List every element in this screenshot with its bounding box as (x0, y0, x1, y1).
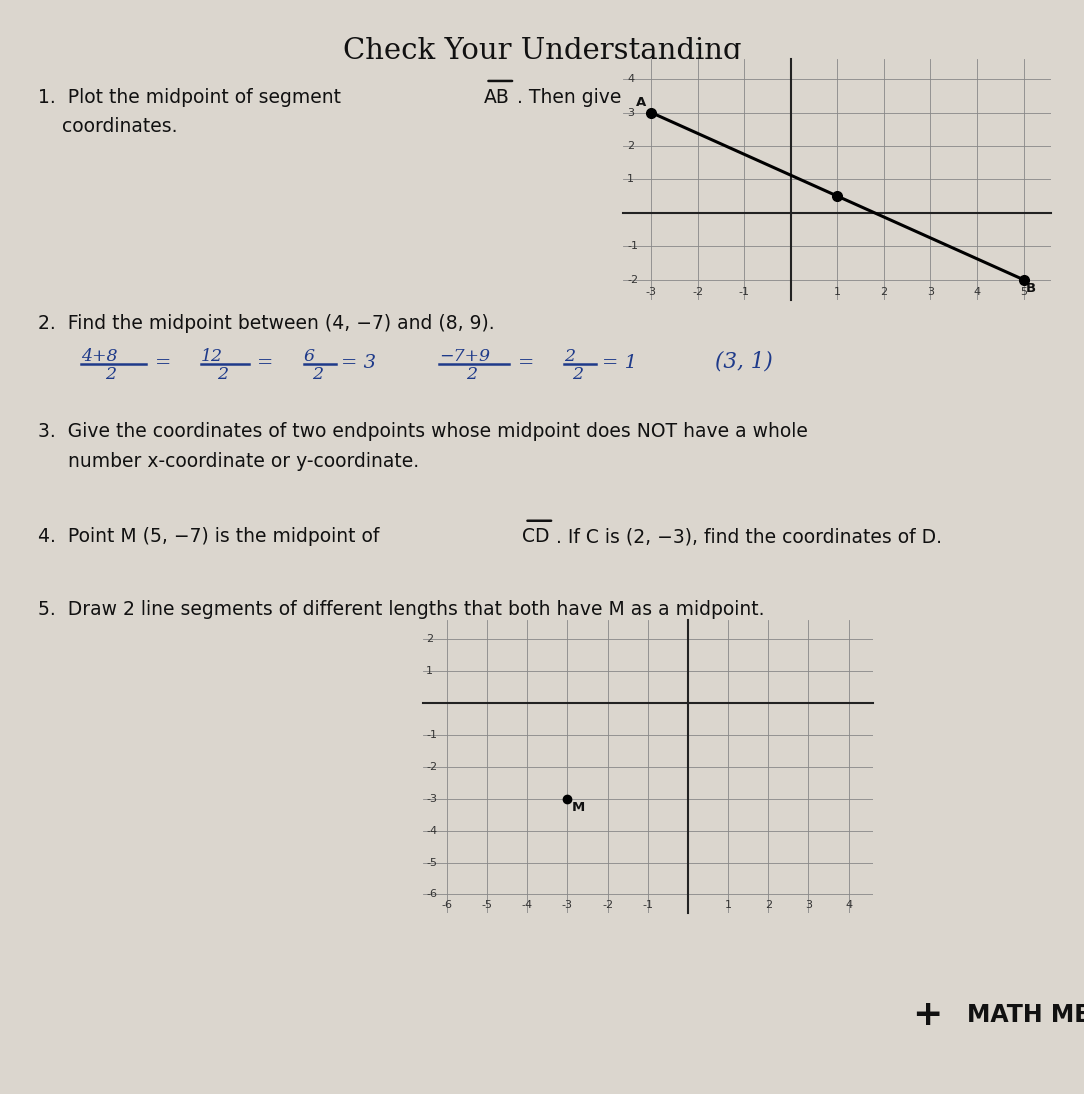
Text: 1: 1 (426, 666, 433, 676)
Text: . Then give its: . Then give its (517, 88, 649, 106)
Text: =: = (155, 354, 171, 372)
Text: CD: CD (522, 527, 550, 546)
Text: 5: 5 (1020, 287, 1027, 298)
Text: 2: 2 (880, 287, 888, 298)
Text: -6: -6 (426, 889, 437, 899)
Text: 1: 1 (834, 287, 841, 298)
Text: A: A (636, 95, 646, 108)
Text: 1.  Plot the midpoint of segment: 1. Plot the midpoint of segment (38, 88, 347, 106)
Text: 2: 2 (217, 366, 228, 384)
Text: 2: 2 (764, 900, 772, 910)
Text: -2: -2 (627, 275, 638, 284)
Text: -1: -1 (739, 287, 750, 298)
Text: -2: -2 (602, 900, 614, 910)
Text: =: = (518, 354, 534, 372)
Text: 3: 3 (627, 107, 634, 117)
Text: 4.  Point M (5, −7) is the midpoint of: 4. Point M (5, −7) is the midpoint of (38, 527, 385, 546)
Text: -4: -4 (426, 826, 437, 836)
Text: 6: 6 (304, 348, 314, 365)
Text: 12: 12 (201, 348, 222, 365)
Text: -2: -2 (693, 287, 704, 298)
Text: . If C is (2, −3), find the coordinates of D.: . If C is (2, −3), find the coordinates … (556, 527, 942, 546)
Text: number x-coordinate or y-coordinate.: number x-coordinate or y-coordinate. (38, 452, 420, 470)
Text: -1: -1 (642, 900, 654, 910)
Text: 2: 2 (426, 635, 434, 644)
Text: -1: -1 (426, 730, 437, 740)
Text: coordinates.: coordinates. (38, 117, 178, 136)
Text: 3.  Give the coordinates of two endpoints whose midpoint does NOT have a whole: 3. Give the coordinates of two endpoints… (38, 422, 808, 441)
Text: −7+9: −7+9 (439, 348, 490, 365)
Text: B: B (1025, 282, 1036, 295)
Text: -1: -1 (627, 242, 638, 252)
Text: 4: 4 (844, 900, 852, 910)
Text: = 3: = 3 (341, 354, 376, 372)
Text: -6: -6 (441, 900, 452, 910)
Text: 4: 4 (627, 74, 634, 84)
Text: 2: 2 (572, 366, 583, 384)
Text: +: + (912, 998, 942, 1033)
Text: Check Your Understanding: Check Your Understanding (343, 37, 741, 66)
Text: -5: -5 (426, 858, 437, 868)
Text: -2: -2 (426, 761, 437, 772)
Text: (3, 1): (3, 1) (715, 350, 773, 372)
Text: -4: -4 (521, 900, 532, 910)
Text: M: M (571, 801, 584, 814)
Text: -3: -3 (562, 900, 572, 910)
Text: 3: 3 (804, 900, 812, 910)
Text: -5: -5 (481, 900, 492, 910)
Text: 2.  Find the midpoint between (4, −7) and (8, 9).: 2. Find the midpoint between (4, −7) and… (38, 314, 494, 333)
Text: =: = (257, 354, 273, 372)
Text: 2: 2 (312, 366, 323, 384)
Text: -3: -3 (426, 794, 437, 804)
Text: AB: AB (483, 88, 509, 106)
Text: = 1: = 1 (602, 354, 636, 372)
Text: 4: 4 (973, 287, 981, 298)
Text: 1: 1 (627, 174, 634, 185)
Text: 2: 2 (627, 141, 634, 151)
Text: 2: 2 (564, 348, 575, 365)
Text: 3: 3 (927, 287, 934, 298)
Text: -3: -3 (646, 287, 657, 298)
Text: 4+8: 4+8 (81, 348, 118, 365)
Text: 2: 2 (466, 366, 477, 384)
Text: 2: 2 (105, 366, 116, 384)
Text: 1: 1 (724, 900, 732, 910)
Text: 5.  Draw 2 line segments of different lengths that both have M as a midpoint.: 5. Draw 2 line segments of different len… (38, 600, 764, 618)
Text: MATH ME: MATH ME (967, 1003, 1084, 1027)
